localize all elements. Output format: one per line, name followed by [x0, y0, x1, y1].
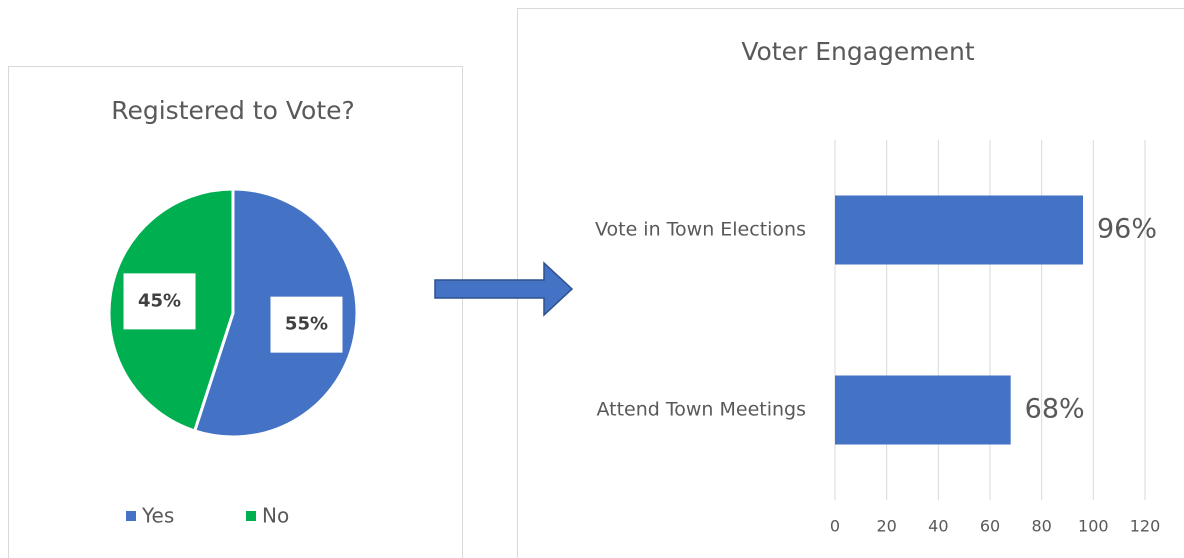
x-tick-label: 20	[876, 517, 896, 536]
data-label: 68%	[1025, 394, 1085, 425]
label-box	[123, 273, 196, 330]
legend-swatch	[246, 511, 256, 521]
x-tick-label: 80	[1031, 517, 1051, 536]
x-tick-label: 100	[1078, 517, 1109, 536]
x-tick-label: 0	[830, 517, 840, 536]
arrow	[434, 261, 574, 317]
x-tick-label: 40	[928, 517, 948, 536]
data-label: 96%	[1097, 214, 1157, 245]
y-tick-label: Attend Town Meetings	[596, 399, 806, 421]
bar	[835, 375, 1011, 445]
pie-title: Registered to Vote?	[111, 96, 355, 125]
data-label: 55%	[285, 314, 328, 335]
bar-panel	[517, 8, 1184, 558]
legend-swatch	[126, 511, 136, 521]
y-tick-label: Vote in Town Elections	[595, 219, 806, 241]
x-tick-label: 60	[980, 517, 1000, 536]
bar	[835, 195, 1083, 265]
data-label: 45%	[138, 290, 181, 311]
label-box	[270, 296, 343, 353]
legend-label: Yes	[141, 504, 174, 528]
legend-label: No	[262, 504, 289, 528]
x-tick-label: 120	[1130, 517, 1161, 536]
bar-title: Voter Engagement	[741, 37, 975, 66]
